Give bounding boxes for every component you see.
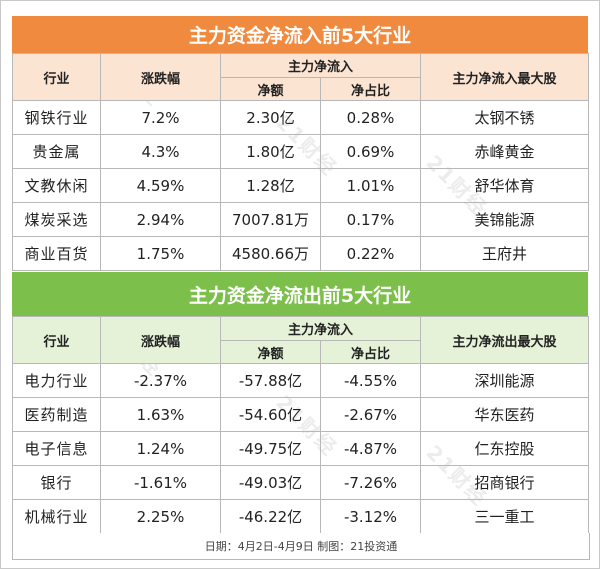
cell-amount: 7007.81万 (220, 202, 321, 237)
cell-amount: -49.75亿 (220, 431, 321, 466)
cell-change: 1.75% (100, 236, 221, 271)
cell-industry: 电力行业 (12, 363, 101, 398)
cell-stock: 招商银行 (420, 465, 590, 500)
cell-ratio: 0.28% (319, 100, 422, 135)
header-netflow: 主力净流入 (219, 53, 422, 78)
header-change: 涨跌幅 (100, 53, 221, 101)
cell-change: 4.3% (100, 134, 221, 169)
table-row: 文教休闲 4.59% 1.28亿 1.01% 舒华体育 (12, 168, 590, 203)
cell-change: 2.94% (100, 202, 221, 237)
table-row: 钢铁行业 7.2% 2.30亿 0.28% 太钢不锈 (12, 100, 590, 135)
cell-amount: 4580.66万 (220, 236, 321, 271)
cell-change: 1.24% (100, 431, 221, 466)
table-row: 电力行业 -2.37% -57.88亿 -4.55% 深圳能源 (12, 363, 590, 398)
cell-industry: 文教休闲 (12, 168, 101, 203)
cell-change: 1.63% (100, 397, 221, 432)
cell-industry: 贵金属 (12, 134, 101, 169)
cell-amount: 1.80亿 (220, 134, 321, 169)
cell-ratio: 0.22% (319, 236, 422, 271)
cell-stock: 舒华体育 (420, 168, 590, 203)
cell-industry: 煤炭采选 (12, 202, 101, 237)
cell-amount: 1.28亿 (220, 168, 321, 203)
header-top-stock: 主力净流出最大股 (420, 316, 590, 364)
cell-stock: 赤峰黄金 (420, 134, 590, 169)
cell-stock: 三一重工 (420, 499, 590, 534)
cell-amount: 2.30亿 (220, 100, 321, 135)
cell-change: 4.59% (100, 168, 221, 203)
header-industry: 行业 (12, 316, 101, 364)
cell-industry: 商业百货 (12, 236, 101, 271)
table-row: 电子信息 1.24% -49.75亿 -4.87% 仁东控股 (12, 431, 590, 466)
cell-ratio: -2.67% (319, 397, 422, 432)
outflow-title: 主力资金净流出前5大行业 (188, 284, 412, 307)
outflow-table: 行业 涨跌幅 主力净流入 主力净流出最大股 净额 净占比 电力行业 -2.37%… (12, 316, 590, 534)
table-row: 医药制造 1.63% -54.60亿 -2.67% 华东医药 (12, 397, 590, 432)
cell-stock: 美锦能源 (420, 202, 590, 237)
cell-change: -1.61% (100, 465, 221, 500)
cell-stock: 仁东控股 (420, 431, 590, 466)
cell-industry: 银行 (12, 465, 101, 500)
cell-ratio: 0.69% (319, 134, 422, 169)
header-amount: 净额 (220, 340, 321, 364)
cell-amount: -49.03亿 (220, 465, 321, 500)
cell-industry: 电子信息 (12, 431, 101, 466)
cell-stock: 华东医药 (420, 397, 590, 432)
cell-change: 2.25% (100, 499, 221, 534)
inflow-title-banner: 主力资金净流入前5大行业 (12, 16, 588, 53)
table-row: 贵金属 4.3% 1.80亿 0.69% 赤峰黄金 (12, 134, 590, 169)
header-industry: 行业 (12, 53, 101, 101)
table-row: 银行 -1.61% -49.03亿 -7.26% 招商银行 (12, 465, 590, 500)
cell-ratio: -4.87% (319, 431, 422, 466)
cell-stock: 深圳能源 (420, 363, 590, 398)
inflow-table: 行业 涨跌幅 主力净流入 主力净流入最大股 净额 净占比 钢铁行业 7.2% 2… (12, 53, 590, 271)
cell-amount: -54.60亿 (220, 397, 321, 432)
cell-amount: -46.22亿 (220, 499, 321, 534)
cell-ratio: -4.55% (319, 363, 422, 398)
table-row: 机械行业 2.25% -46.22亿 -3.12% 三一重工 (12, 499, 590, 534)
header-netflow: 主力净流入 (219, 316, 422, 341)
cell-stock: 王府井 (420, 236, 590, 271)
outflow-title-banner: 主力资金净流出前5大行业 (12, 272, 588, 316)
header-change: 涨跌幅 (100, 316, 221, 364)
header-amount: 净额 (220, 77, 321, 101)
cell-change: 7.2% (100, 100, 221, 135)
cell-change: -2.37% (100, 363, 221, 398)
footer-caption: 日期：4月2日-4月9日 制图：21投资通 (12, 533, 590, 560)
header-ratio: 净占比 (319, 340, 422, 364)
cell-ratio: 1.01% (319, 168, 422, 203)
table-row: 煤炭采选 2.94% 7007.81万 0.17% 美锦能源 (12, 202, 590, 237)
cell-ratio: -7.26% (319, 465, 422, 500)
cell-ratio: 0.17% (319, 202, 422, 237)
cell-industry: 医药制造 (12, 397, 101, 432)
cell-amount: -57.88亿 (220, 363, 321, 398)
cell-stock: 太钢不锈 (420, 100, 590, 135)
cell-industry: 钢铁行业 (12, 100, 101, 135)
cell-industry: 机械行业 (12, 499, 101, 534)
cell-ratio: -3.12% (319, 499, 422, 534)
header-ratio: 净占比 (319, 77, 422, 101)
inflow-title: 主力资金净流入前5大行业 (188, 25, 412, 47)
table-row: 商业百货 1.75% 4580.66万 0.22% 王府井 (12, 236, 590, 271)
header-top-stock: 主力净流入最大股 (420, 53, 590, 101)
